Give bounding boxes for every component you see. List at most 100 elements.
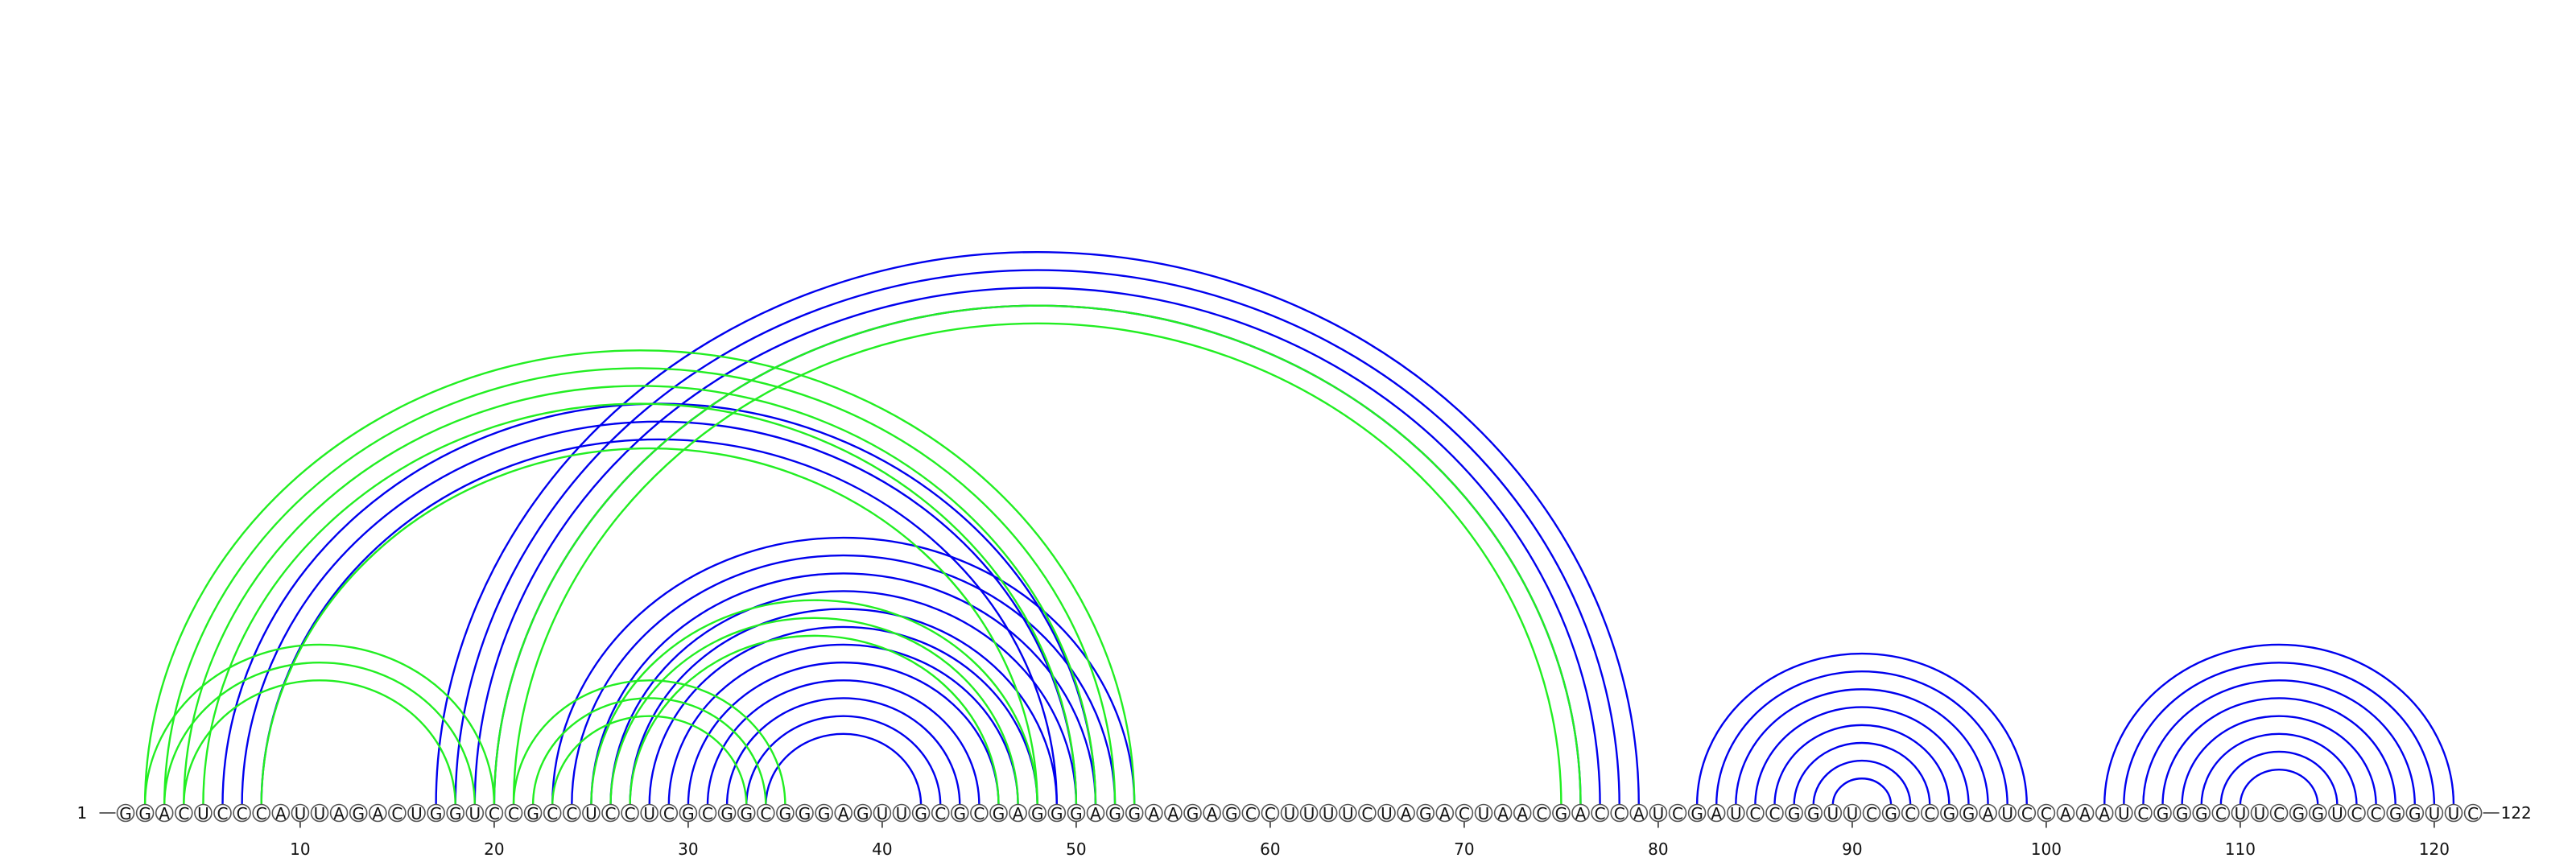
pair-arc-blue-26-50 bbox=[609, 590, 1078, 806]
nucleotide-85: C bbox=[1749, 804, 1761, 823]
nucleotide-circle-29 bbox=[659, 803, 679, 823]
nucleotide-circle-81 bbox=[1668, 803, 1687, 823]
nucleotide-41: U bbox=[896, 804, 908, 823]
nucleotide-21: C bbox=[508, 804, 519, 823]
nucleotide-circle-47 bbox=[1009, 803, 1027, 823]
nucleotide-54: A bbox=[1148, 804, 1159, 823]
nucleotide-12: A bbox=[333, 804, 345, 823]
nucleotide-circle-44 bbox=[951, 803, 969, 823]
nucleotide-circle-86 bbox=[1765, 803, 1784, 823]
nucleotide-97: A bbox=[1983, 804, 1994, 823]
nucleotide-circle-32 bbox=[717, 803, 737, 823]
nucleotide-55: A bbox=[1168, 804, 1179, 823]
nucleotide-24: C bbox=[566, 804, 577, 823]
pair-arc-green-25-48 bbox=[590, 599, 1038, 806]
nucleotide-73: A bbox=[1517, 804, 1528, 823]
nucleotide-4: C bbox=[178, 804, 189, 823]
nucleotide-circle-36 bbox=[795, 803, 814, 823]
nucleotide-circle-104 bbox=[2115, 803, 2133, 823]
nucleotide-68: G bbox=[1419, 804, 1432, 823]
nucleotide-112: C bbox=[2273, 804, 2285, 823]
nucleotide-circle-68 bbox=[1416, 803, 1435, 823]
nucleotide-88: G bbox=[1807, 804, 1820, 823]
nucleotide-circle-12 bbox=[329, 803, 349, 823]
pair-arc-green-23-33 bbox=[551, 715, 748, 806]
nucleotide-39: G bbox=[857, 804, 869, 823]
nucleotide-circle-108 bbox=[2192, 803, 2211, 823]
nucleotide-109: C bbox=[2215, 804, 2227, 823]
nucleotide-circle-9 bbox=[271, 803, 291, 823]
pair-arc-blue-82-99 bbox=[1695, 652, 2028, 806]
nucleotide-circle-25 bbox=[582, 803, 601, 823]
nucleotide-36: G bbox=[799, 804, 811, 823]
nucleotide-circle-55 bbox=[1164, 803, 1183, 823]
nucleotide-108: G bbox=[2195, 804, 2208, 823]
nucleotide-circle-94 bbox=[1921, 803, 1939, 823]
pair-arc-green-2-53 bbox=[143, 349, 1136, 806]
nucleotide-circle-23 bbox=[543, 803, 562, 823]
nucleotide-circle-97 bbox=[1979, 803, 1997, 823]
nucleotide-circle-39 bbox=[853, 803, 873, 823]
nucleotide-120: U bbox=[2429, 804, 2441, 823]
nucleotide-circle-99 bbox=[2017, 803, 2037, 823]
nucleotide-79: A bbox=[1633, 804, 1645, 823]
pair-arc-blue-85-96 bbox=[1754, 706, 1970, 806]
pair-arc-green-21-35 bbox=[512, 679, 786, 806]
nucleotide-19: U bbox=[469, 804, 481, 823]
nucleotide-20: C bbox=[489, 804, 500, 823]
nucleotide-121: U bbox=[2448, 804, 2460, 823]
nucleotide-15: C bbox=[391, 804, 402, 823]
tick-label-120: 120 bbox=[2419, 839, 2450, 858]
nucleotide-91: C bbox=[1866, 804, 1877, 823]
nucleotide-90: U bbox=[1847, 804, 1859, 823]
pair-arc-blue-17-79 bbox=[435, 250, 1640, 806]
nucleotide-84: U bbox=[1730, 804, 1742, 823]
pair-arc-blue-110-114 bbox=[2239, 769, 2319, 806]
nucleotide-circle-14 bbox=[368, 803, 387, 823]
nucleotide-16: U bbox=[411, 804, 423, 823]
nucleotide-circle-75 bbox=[1552, 803, 1571, 823]
pair-arc-blue-30-46 bbox=[687, 662, 1000, 806]
nucleotide-circle-5 bbox=[194, 803, 213, 823]
nucleotide-circle-51 bbox=[1086, 803, 1105, 823]
nucleotide-circle-30 bbox=[679, 803, 698, 823]
nucleotide-106: G bbox=[2157, 804, 2169, 823]
nucleotide-circle-106 bbox=[2153, 803, 2172, 823]
pair-arc-green-3-19 bbox=[163, 662, 476, 806]
nucleotide-115: U bbox=[2331, 804, 2343, 823]
nucleotide-circle-13 bbox=[349, 803, 368, 823]
nucleotide-116: C bbox=[2351, 804, 2363, 823]
pair-arc-blue-107-117 bbox=[2181, 715, 2377, 806]
nucleotide-76: A bbox=[1575, 804, 1587, 823]
nucleotide-2: G bbox=[138, 804, 151, 823]
nucleotide-circle-57 bbox=[1203, 803, 1221, 823]
pair-arc-green-3-52 bbox=[163, 367, 1117, 806]
pair-arc-blue-6-51 bbox=[221, 402, 1097, 806]
nucleotide-70: C bbox=[1459, 804, 1470, 823]
nucleotide-100: C bbox=[2041, 804, 2052, 823]
nucleotide-78: C bbox=[1614, 804, 1625, 823]
nucleotide-circle-109 bbox=[2211, 803, 2231, 823]
nucleotide-circle-19 bbox=[465, 803, 485, 823]
nucleotide-circle-49 bbox=[1047, 803, 1067, 823]
nucleotide-110: U bbox=[2235, 804, 2247, 823]
nucleotide-circle-8 bbox=[252, 803, 271, 823]
nucleotide-circle-2 bbox=[135, 803, 155, 823]
nucleotide-31: C bbox=[702, 804, 713, 823]
nucleotide-61: U bbox=[1284, 804, 1296, 823]
pair-arc-blue-7-50 bbox=[241, 420, 1078, 806]
nucleotide-77: C bbox=[1595, 804, 1606, 823]
end-position-label: 122 bbox=[2501, 803, 2532, 823]
base-pair-arcs bbox=[143, 250, 2455, 806]
nucleotide-circle-42 bbox=[911, 803, 931, 823]
nucleotide-circle-121 bbox=[2444, 803, 2463, 823]
nucleotide-circle-38 bbox=[834, 803, 852, 823]
pair-arc-green-5-50 bbox=[202, 402, 1078, 806]
pair-arc-green-22-34 bbox=[531, 697, 767, 806]
nucleotide-27: C bbox=[625, 804, 636, 823]
pair-arc-blue-105-119 bbox=[2142, 679, 2416, 806]
nucleotide-65: C bbox=[1361, 804, 1373, 823]
nucleotide-circle-52 bbox=[1105, 803, 1125, 823]
tick-label-90: 90 bbox=[1842, 839, 1862, 858]
nucleotide-23: C bbox=[547, 804, 558, 823]
